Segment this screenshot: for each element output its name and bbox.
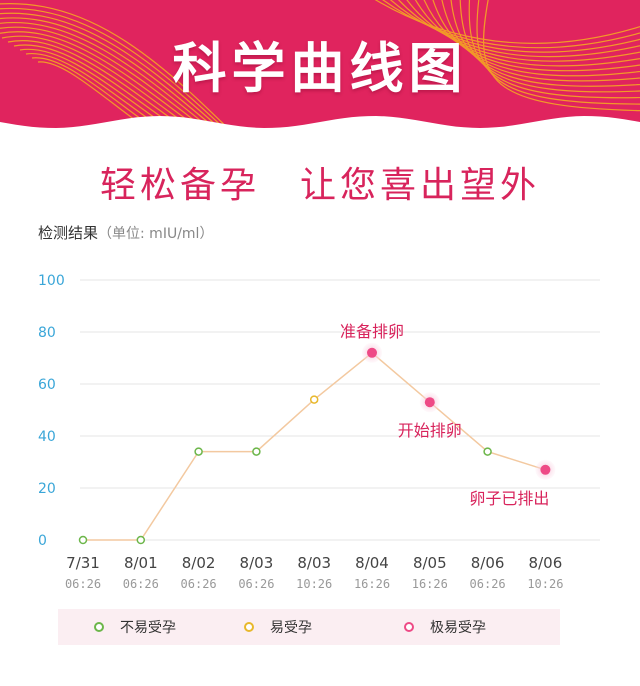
page-title: 科学曲线图 [172, 37, 468, 100]
legend-label-medium: 易受孕 [270, 620, 312, 636]
data-point-low [483, 447, 492, 456]
x-tick-time: 10:26 [296, 577, 332, 591]
banner-curve-line [468, 0, 640, 99]
chart-legend: 不易受孕 易受孕 极易受孕 [58, 609, 560, 645]
banner-curve-line [31, 57, 172, 140]
data-point-medium [309, 395, 319, 404]
y-tick-label: 20 [38, 481, 56, 497]
data-point-low [194, 447, 203, 456]
banner-background [0, 0, 640, 140]
banner-curve-line [0, 31, 215, 140]
data-point-high [367, 347, 377, 358]
banner-curve-line [459, 0, 640, 93]
x-tick-time: 06:26 [123, 577, 159, 591]
footer-strip [0, 674, 640, 686]
banner-curve-line [414, 0, 640, 67]
legend-dot-low-icon [94, 622, 104, 632]
x-tick-date: 8/03 [240, 554, 274, 572]
banner-curve-line [0, 3, 241, 140]
chart-unit-text: （单位: mIU/ml） [98, 226, 214, 242]
data-point-low [252, 447, 261, 456]
banner-curve-line [382, 0, 640, 49]
series-line [83, 351, 546, 541]
data-point-low [136, 535, 146, 545]
banner-curve-line [37, 61, 164, 140]
y-tick-label: 0 [38, 533, 47, 549]
legend-item-high: 极易受孕 [404, 617, 486, 637]
x-tick-date: 8/06 [529, 554, 563, 572]
x-tick-time: 06:26 [238, 577, 274, 591]
banner-curve-line [19, 48, 188, 140]
x-tick-date: 8/03 [297, 554, 331, 572]
y-tick-label: 60 [38, 377, 56, 393]
x-tick-date: 8/01 [124, 554, 158, 572]
x-tick-time: 06:26 [65, 577, 101, 591]
x-tick-date: 8/05 [413, 554, 447, 572]
banner-curve-line [1, 35, 209, 140]
data-point-high [424, 397, 435, 408]
page-subtitle: 轻松备孕 让您喜出望外 [99, 165, 540, 206]
banner-curve-line [441, 0, 640, 82]
line-chart: 100 80 60 40 20 0 7/31 06:26 8/01 06:26 8/02 06:26 8… [38, 273, 600, 591]
point-annotation: 开始排卵 [398, 421, 462, 440]
x-tick-date: 8/04 [355, 554, 389, 572]
x-tick-date: 8/06 [471, 554, 505, 572]
legend-label-high: 极易受孕 [430, 620, 486, 636]
banner-curve-line [476, 0, 640, 105]
data-point-high [540, 464, 551, 475]
banner-curve-line [374, 0, 640, 44]
y-tick-label: 100 [38, 273, 65, 289]
x-tick-date: 7/31 [66, 554, 100, 572]
chart-title: 检测结果（单位: mIU/ml） [38, 222, 213, 243]
legend-item-low: 不易受孕 [94, 617, 244, 637]
x-tick-time: 16:26 [354, 577, 390, 591]
banner-curve-line [423, 0, 640, 72]
banner-curve-line [450, 0, 640, 87]
x-tick-date: 8/02 [182, 554, 216, 572]
banner-wave-edge [0, 116, 640, 140]
point-annotation: 卵子已排出 [469, 489, 549, 508]
y-tick-label: 80 [38, 325, 56, 341]
banner-curve-line [397, 0, 640, 58]
banner-curve-line [482, 0, 640, 112]
y-tick-label: 40 [38, 429, 56, 445]
data-point-low [78, 535, 88, 545]
x-tick-time: 16:26 [412, 577, 448, 591]
x-tick-time: 06:26 [181, 577, 217, 591]
banner-curve-line [7, 40, 203, 140]
header-banner: 科学曲线图 [0, 0, 640, 140]
banner-curve-line [13, 44, 196, 140]
chart-title-text: 检测结果 [38, 224, 99, 242]
x-tick-time: 06:26 [470, 577, 506, 591]
banner-curve-line [0, 26, 221, 140]
x-tick-time: 10:26 [527, 577, 563, 591]
banner-curve-line [432, 0, 640, 77]
legend-item-medium: 易受孕 [244, 617, 404, 637]
legend-dot-medium-icon [244, 622, 254, 632]
legend-dot-high-icon [404, 622, 414, 632]
banner-curve-line [406, 0, 640, 62]
legend-label-low: 不易受孕 [120, 620, 176, 636]
banner-curve-line [25, 53, 180, 140]
point-annotation: 准备排卵 [340, 322, 404, 341]
